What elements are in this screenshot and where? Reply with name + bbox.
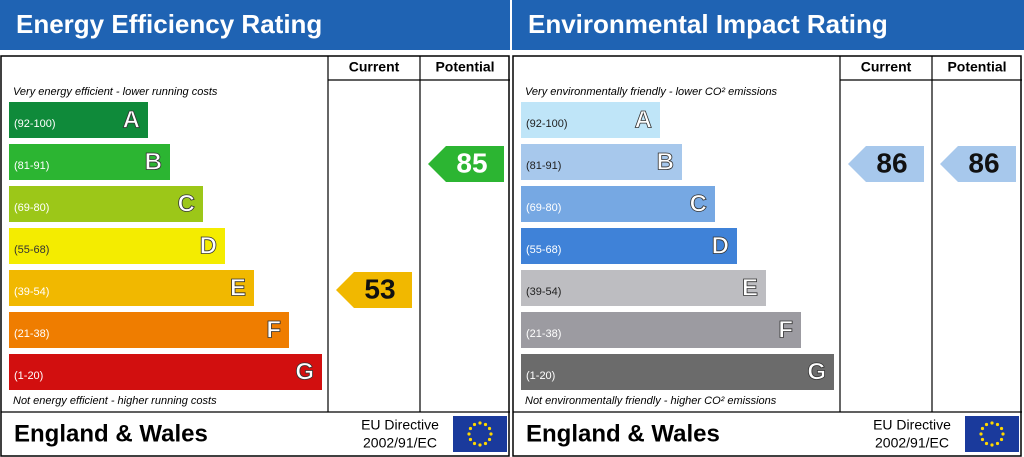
top-note: Very environmentally friendly - lower CO… xyxy=(525,86,778,98)
directive-line: 2002/91/EC xyxy=(363,435,437,451)
flag-star xyxy=(468,437,473,442)
band-bar xyxy=(521,144,682,180)
eu-flag xyxy=(965,416,1019,452)
bottom-note: Not environmentally friendly - higher CO… xyxy=(525,395,777,407)
band-letter: D xyxy=(200,232,217,259)
flag-star xyxy=(472,422,477,427)
band-bar xyxy=(9,228,225,264)
band-bar xyxy=(521,270,766,306)
rating-arrow xyxy=(848,146,924,182)
flag-star xyxy=(990,443,994,447)
footer-region: England & Wales xyxy=(526,420,720,447)
flag-star xyxy=(990,421,994,425)
flag-star xyxy=(995,422,1000,427)
band-range: (69-80) xyxy=(526,202,561,214)
frame xyxy=(512,55,1022,457)
band-range: (69-80) xyxy=(14,202,49,214)
column-header: Potential xyxy=(947,59,1006,75)
band-range: (21-38) xyxy=(526,328,561,340)
directive-line: EU Directive xyxy=(361,417,439,433)
band-bar xyxy=(521,312,801,348)
rating-value: 86 xyxy=(876,147,907,178)
band-letter: B xyxy=(657,148,674,175)
band-letter: A xyxy=(123,106,140,133)
band-bar xyxy=(521,102,660,138)
eu-flag xyxy=(453,416,507,452)
footer-region: England & Wales xyxy=(14,420,208,447)
directive-line: 2002/91/EC xyxy=(875,435,949,451)
band-range: (39-54) xyxy=(14,286,49,298)
flag-star xyxy=(483,422,488,427)
directive-line: EU Directive xyxy=(873,417,951,433)
band-bar xyxy=(9,186,203,222)
panel-title: Environmental Impact Rating xyxy=(528,9,888,39)
band-letter: B xyxy=(145,148,162,175)
band-letter: F xyxy=(266,316,281,343)
band-range: (1-20) xyxy=(526,370,555,382)
band-bar xyxy=(521,228,737,264)
rating-value: 85 xyxy=(456,147,487,178)
band-bar xyxy=(9,102,148,138)
top-note: Very energy efficient - lower running co… xyxy=(13,86,218,98)
title-bar xyxy=(0,0,510,50)
flag-star xyxy=(478,443,482,447)
flag-star xyxy=(467,432,471,436)
flag-star xyxy=(984,422,989,427)
band-letter: A xyxy=(635,106,652,133)
band-range: (55-68) xyxy=(14,244,49,256)
flag-star xyxy=(999,437,1004,442)
rating-arrow xyxy=(428,146,504,182)
band-range: (92-100) xyxy=(526,118,568,130)
band-letter: G xyxy=(807,358,826,385)
band-letter: C xyxy=(690,190,707,217)
flag-star xyxy=(995,441,1000,446)
band-range: (39-54) xyxy=(526,286,561,298)
flag-star xyxy=(979,432,983,436)
flag-star xyxy=(472,441,477,446)
band-bar xyxy=(521,186,715,222)
flag-star xyxy=(980,437,985,442)
flag-star xyxy=(980,426,985,431)
rating-arrow xyxy=(336,272,412,308)
band-letter: E xyxy=(230,274,246,301)
bottom-note: Not energy efficient - higher running co… xyxy=(13,395,217,407)
band-range: (92-100) xyxy=(14,118,56,130)
band-bar xyxy=(521,354,834,390)
band-letter: C xyxy=(178,190,195,217)
column-header: Current xyxy=(861,59,912,75)
band-range: (55-68) xyxy=(526,244,561,256)
band-bar xyxy=(9,312,289,348)
flag-star xyxy=(984,441,989,446)
frame xyxy=(0,55,510,457)
flag-star xyxy=(468,426,473,431)
band-letter: E xyxy=(742,274,758,301)
rating-value: 53 xyxy=(364,273,395,304)
panel-title: Energy Efficiency Rating xyxy=(16,9,322,39)
band-bar xyxy=(9,144,170,180)
flag-star xyxy=(478,421,482,425)
band-bar xyxy=(9,354,322,390)
rating-arrow xyxy=(940,146,1016,182)
band-range: (21-38) xyxy=(14,328,49,340)
band-letter: D xyxy=(712,232,729,259)
flag-star xyxy=(489,432,493,436)
flag-star xyxy=(487,437,492,442)
band-letter: G xyxy=(295,358,314,385)
title-bar xyxy=(512,0,1024,50)
flag-star xyxy=(1001,432,1005,436)
flag-star xyxy=(999,426,1004,431)
rating-panel: Environmental Impact Rating Current Potent… xyxy=(512,0,1024,457)
band-range: (81-91) xyxy=(14,160,49,172)
flag-star xyxy=(483,441,488,446)
band-range: (81-91) xyxy=(526,160,561,172)
column-header: Current xyxy=(349,59,400,75)
rating-panel: Energy Efficiency Rating Current Potential… xyxy=(0,0,510,457)
band-range: (1-20) xyxy=(14,370,43,382)
flag-star xyxy=(487,426,492,431)
band-bar xyxy=(9,270,254,306)
rating-value: 86 xyxy=(968,147,999,178)
band-letter: F xyxy=(778,316,793,343)
column-header: Potential xyxy=(435,59,494,75)
